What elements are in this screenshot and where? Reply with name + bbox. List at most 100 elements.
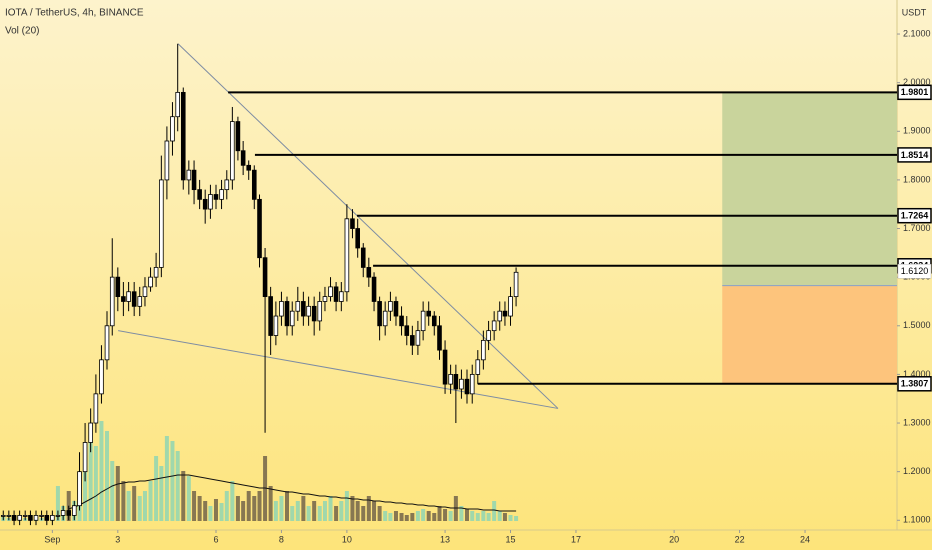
candle-body (99, 359, 104, 395)
volume-ma-line (68, 474, 517, 512)
candle-body (164, 140, 170, 181)
candle-body (208, 194, 213, 210)
volume-bar (443, 509, 448, 521)
candle-body (6, 515, 12, 517)
volume-bar (393, 511, 398, 521)
y-tick-label: 1.2000 (903, 466, 931, 476)
candle-body (388, 301, 393, 312)
y-tick-label: 1.5000 (903, 320, 931, 330)
candle-body (377, 301, 382, 327)
trendline (118, 330, 559, 409)
candle-body (191, 169, 197, 191)
candle-body (186, 169, 192, 181)
candle-body (131, 291, 137, 307)
candle-body (153, 267, 159, 278)
trendline (177, 43, 559, 409)
volume-bar (132, 486, 137, 521)
volume-bar (492, 501, 497, 521)
volume-bar (268, 486, 273, 521)
candle-body (344, 218, 350, 293)
candle-body (230, 121, 235, 181)
x-tick-label: 3 (115, 534, 120, 544)
candle-body (273, 315, 279, 336)
candle-body (224, 179, 230, 191)
volume-bar (497, 511, 502, 521)
candle-body (126, 291, 131, 302)
level-label: 1.8514 (901, 150, 929, 160)
candle-body (262, 257, 268, 298)
candle-body (437, 325, 442, 351)
candle-body (50, 515, 55, 521)
candle-body (268, 296, 273, 336)
x-tick-label: 6 (213, 534, 218, 544)
candle-body (71, 505, 77, 516)
candle-body (508, 296, 513, 317)
candle-body (426, 310, 432, 317)
volume-bar (257, 491, 262, 521)
candle-body (410, 335, 415, 346)
volume-bar (475, 513, 480, 521)
candle-body (442, 349, 448, 385)
candle-body (317, 301, 323, 322)
candle-body (39, 515, 44, 517)
plot: 2.10002.00001.90001.80001.70001.60001.50… (0, 28, 932, 544)
candle-body (382, 310, 388, 327)
volume-bar (99, 421, 104, 521)
volume-bar (252, 496, 257, 521)
volume-bar (470, 511, 475, 521)
candle-body (459, 378, 464, 390)
volume-bar (170, 441, 175, 521)
volume-bar (502, 513, 507, 521)
x-tick-label: 8 (279, 534, 284, 544)
volume-bar (383, 511, 388, 521)
volume-bar (213, 499, 218, 521)
x-tick-label: 13 (440, 534, 450, 544)
candle-body (497, 310, 503, 322)
volume-bar (339, 501, 344, 521)
level-label: 1.7264 (901, 211, 929, 221)
candle-body (0, 515, 6, 517)
volume-bar (295, 501, 300, 521)
candle-body (306, 305, 311, 317)
candle-body (284, 301, 290, 327)
candle-body (109, 276, 115, 327)
candle-body (289, 310, 295, 327)
volume-bar (159, 466, 164, 521)
candle-body (333, 286, 339, 302)
candle-body (399, 315, 404, 327)
volume-bar (317, 506, 322, 521)
candle-body (121, 296, 126, 302)
loss-zone (722, 285, 897, 384)
candle-body (66, 510, 72, 516)
candle-body (328, 286, 333, 298)
x-tick-label: 10 (342, 534, 352, 544)
candle-body (170, 116, 175, 142)
volume-bar (235, 496, 240, 521)
x-tick-label: 15 (506, 534, 516, 544)
volume-bar (355, 501, 360, 521)
candle-body (11, 515, 17, 521)
candle-body (475, 359, 481, 375)
volume-bar (285, 491, 290, 521)
level-label-box (897, 376, 932, 392)
last-price-box (897, 264, 932, 279)
candle-body (28, 515, 33, 521)
candle-body (371, 276, 377, 302)
volume-bar (137, 496, 142, 521)
volume-bar (55, 486, 60, 521)
volume-bar (148, 481, 153, 521)
candle-body (393, 301, 399, 317)
candle-body (251, 169, 257, 200)
y-tick-label: 1.7000 (903, 223, 931, 233)
candle-body (491, 320, 497, 332)
volume-bar (273, 501, 278, 521)
volume-bar (115, 466, 120, 521)
volume-bar (459, 506, 464, 521)
volume-bar (306, 506, 311, 521)
volume-bar (197, 496, 202, 521)
candle-body (486, 330, 491, 341)
volume-bar (388, 513, 393, 521)
candle-body (404, 325, 410, 336)
candle-body (240, 150, 246, 166)
